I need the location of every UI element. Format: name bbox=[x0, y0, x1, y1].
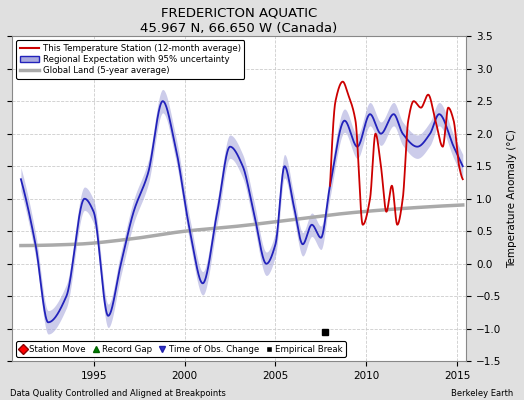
Text: Berkeley Earth: Berkeley Earth bbox=[451, 389, 514, 398]
Y-axis label: Temperature Anomaly (°C): Temperature Anomaly (°C) bbox=[507, 129, 517, 268]
Text: Data Quality Controlled and Aligned at Breakpoints: Data Quality Controlled and Aligned at B… bbox=[10, 389, 226, 398]
Legend: Station Move, Record Gap, Time of Obs. Change, Empirical Break: Station Move, Record Gap, Time of Obs. C… bbox=[16, 341, 346, 357]
Title: FREDERICTON AQUATIC
45.967 N, 66.650 W (Canada): FREDERICTON AQUATIC 45.967 N, 66.650 W (… bbox=[140, 7, 338, 35]
